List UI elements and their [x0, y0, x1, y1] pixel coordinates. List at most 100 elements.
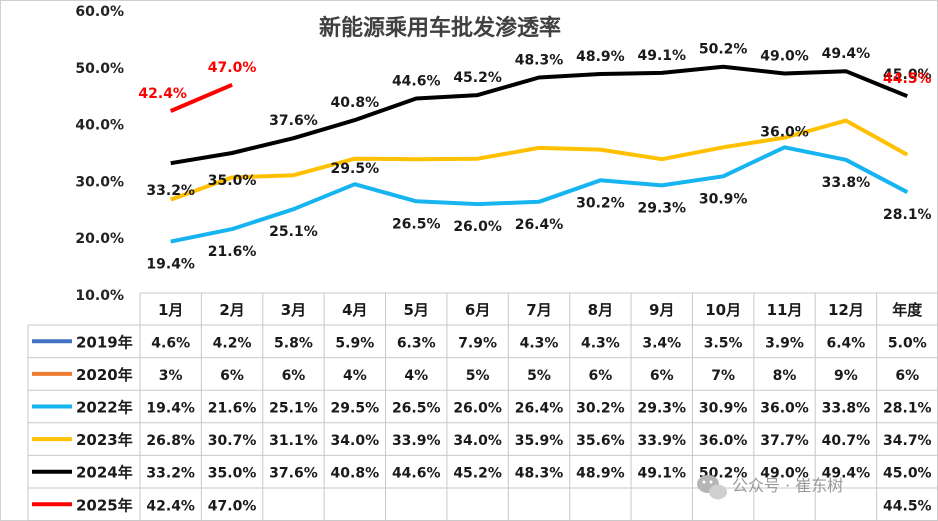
series-line-2025年: [169, 82, 233, 113]
data-label: 36.0%: [760, 124, 809, 140]
data-label: 48.9%: [576, 49, 625, 65]
table-cell: 37.7%: [760, 433, 809, 449]
table-cell: 4.3%: [520, 335, 559, 351]
table-cell: 44.5%: [883, 498, 932, 514]
table-cell: 45.2%: [453, 466, 502, 482]
table-cell: 26.8%: [146, 433, 195, 449]
table-cell: 6%: [588, 368, 612, 384]
category-label: 7月: [526, 301, 551, 319]
table-cell: 4.2%: [213, 335, 252, 351]
plot-area: 19.4% 21.6% 25.1% 29.5% 26.5% 26.0% 26.4% 30.2%…: [138, 42, 931, 273]
table-cell: 47.0%: [208, 498, 257, 514]
table-cell: 37.6%: [269, 466, 318, 482]
table-cell: 6%: [895, 368, 919, 384]
table-cell: 29.5%: [331, 401, 380, 417]
table-cell: 35.6%: [576, 433, 625, 449]
table-cell: 36.0%: [699, 433, 748, 449]
table-cell: 48.3%: [515, 466, 564, 482]
table-cell: 48.9%: [576, 466, 625, 482]
table-cell: 6%: [282, 368, 306, 384]
table-cell: 30.9%: [699, 401, 748, 417]
table-cell: 33.9%: [392, 433, 441, 449]
table-cell: 33.2%: [146, 466, 195, 482]
category-label: 2月: [219, 301, 244, 319]
category-label: 12月: [828, 301, 864, 319]
table-cell: 3%: [159, 368, 183, 384]
category-label: 1月: [158, 301, 183, 319]
table-cell: 26.4%: [515, 401, 564, 417]
series-line-2023年: [170, 118, 909, 202]
table-cell: 4.3%: [581, 335, 620, 351]
data-label: 44.5%: [883, 71, 932, 87]
y-tick-label: 50.0%: [75, 61, 124, 77]
table-cell: 36.0%: [760, 401, 809, 417]
data-label: 40.8%: [331, 95, 380, 111]
category-label: 10月: [705, 301, 741, 319]
data-label: 48.3%: [515, 52, 564, 68]
data-label: 29.5%: [331, 161, 380, 177]
data-label: 26.5%: [392, 216, 441, 232]
table-cell: 49.0%: [760, 466, 809, 482]
table-cell: 28.1%: [883, 401, 932, 417]
table-cell: 49.1%: [637, 466, 686, 482]
table-cell: 40.7%: [822, 433, 871, 449]
data-label: 25.1%: [269, 224, 318, 240]
category-label: 6月: [465, 301, 490, 319]
data-label: 35.0%: [208, 173, 257, 189]
table-cell: 34.0%: [453, 433, 502, 449]
table-cell: 26.0%: [453, 401, 502, 417]
chart-title: 新能源乘用车批发渗透率: [319, 15, 561, 41]
data-label: 49.0%: [760, 48, 809, 64]
watermark: 公众号 · 崔东树: [697, 475, 843, 500]
legend-entry: 2022年: [76, 399, 133, 417]
table-cell: 35.9%: [515, 433, 564, 449]
table-cell: 33.8%: [822, 401, 871, 417]
series-line-2024年: [170, 64, 909, 166]
table-cell: 4%: [343, 368, 367, 384]
data-label: 45.0%: [883, 67, 932, 83]
category-label: 4月: [342, 301, 367, 319]
data-label: 30.9%: [699, 191, 748, 207]
table-cell: 3.5%: [704, 335, 743, 351]
table-cell: 7.9%: [458, 335, 497, 351]
data-label: 42.4%: [138, 86, 187, 102]
data-label: 49.1%: [637, 48, 686, 64]
table-cell: 35.0%: [208, 466, 257, 482]
data-label: 19.4%: [146, 257, 195, 273]
table-cell: 5.8%: [274, 335, 313, 351]
y-tick-label: 40.0%: [75, 118, 124, 134]
legend-entry: 2020年: [76, 366, 133, 384]
data-label: 28.1%: [883, 207, 932, 223]
table-cell: 8%: [773, 368, 797, 384]
data-label: 47.0%: [208, 60, 257, 76]
category-label: 11月: [767, 301, 803, 319]
table-cell: 34.7%: [883, 433, 932, 449]
table-cell: 30.2%: [576, 401, 625, 417]
data-label: 50.2%: [699, 42, 748, 58]
data-label: 37.6%: [269, 113, 318, 129]
table-cell: 19.4%: [146, 401, 195, 417]
table-cell: 6.4%: [827, 335, 866, 351]
y-tick-label: 10.0%: [75, 288, 124, 304]
table-cell: 7%: [711, 368, 735, 384]
data-label: 45.2%: [453, 70, 502, 86]
y-tick-label: 20.0%: [75, 231, 124, 247]
table-cell: 4.6%: [151, 335, 190, 351]
table-cell: 21.6%: [208, 401, 257, 417]
table-cell: 34.0%: [331, 433, 380, 449]
data-label: 29.3%: [637, 200, 686, 216]
table-cell: 42.4%: [146, 498, 195, 514]
series-line-2022年: [170, 145, 909, 244]
table-cell: 25.1%: [269, 401, 318, 417]
table-cell: 5.0%: [888, 335, 927, 351]
watermark-text: 公众号 · 崔东树: [732, 476, 843, 495]
table-cell: 40.8%: [331, 466, 380, 482]
table-cell: 26.5%: [392, 401, 441, 417]
y-tick-label: 60.0%: [75, 4, 124, 20]
data-label: 30.2%: [576, 195, 625, 211]
y-tick-label: 30.0%: [75, 174, 124, 190]
category-label: 3月: [281, 301, 306, 319]
table-cell: 4%: [404, 368, 428, 384]
table-cell: 30.7%: [208, 433, 257, 449]
